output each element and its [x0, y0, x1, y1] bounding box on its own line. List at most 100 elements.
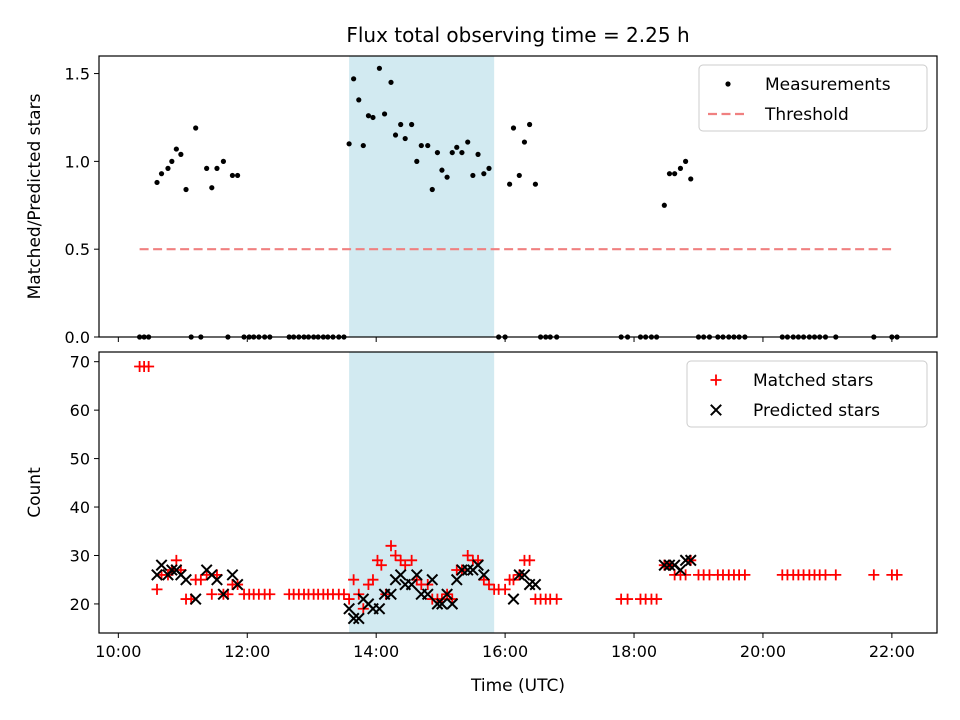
predicted-star-point: [674, 564, 687, 576]
measurement-point: [532, 181, 539, 187]
matched-star-point: [385, 540, 397, 552]
y-tick-label: 60: [70, 401, 90, 420]
predicted-star-point: [518, 568, 531, 581]
measurement-point: [470, 172, 476, 179]
predicted-star-point: [373, 602, 386, 615]
predicted-star-point: [658, 559, 671, 572]
measurement-point: [356, 97, 362, 103]
measurement-point: [402, 135, 408, 142]
count-panel: 20 30 40 50 60 70 10:00 12:00 14:00 16:00 18:00 20:…: [25, 351, 938, 696]
matched-star-point: [170, 554, 182, 566]
predicted-star-point: [431, 598, 444, 610]
predicted-star-point: [394, 568, 407, 581]
measurement-point: [376, 65, 383, 71]
matched-star-point: [390, 549, 402, 561]
matched-star-point: [348, 574, 360, 586]
matched-star-point: [399, 559, 411, 571]
measurement-point: [425, 142, 431, 149]
y-axis-label: Count: [25, 467, 45, 518]
matched-star-point: [524, 554, 536, 566]
measurement-point: [672, 171, 678, 177]
measurement-point: [444, 174, 450, 180]
measurement-point: [677, 165, 684, 171]
measurement-point: [351, 76, 357, 82]
measurement-point: [169, 158, 175, 164]
y-tick-label: 1.0: [65, 152, 90, 171]
y-axis-label: Matched/Predicted stars: [25, 93, 45, 299]
measurement-point: [486, 165, 492, 171]
measurement-point: [666, 171, 673, 177]
matched-star-point: [868, 569, 880, 581]
predicted-star-point: [189, 593, 202, 605]
y-tick-label: 50: [70, 450, 90, 469]
matched-star-point: [462, 549, 474, 561]
predicted-star-point: [343, 602, 356, 615]
predicted-star-point: [226, 568, 239, 581]
matched-star-point: [551, 593, 563, 605]
predicted-star-point: [165, 564, 178, 576]
predicted-star-point: [217, 588, 230, 601]
legend-label: Predicted stars: [753, 401, 880, 421]
matched-star-point: [651, 593, 663, 605]
legend-label: Threshold: [764, 105, 849, 125]
matched-star-point: [507, 574, 519, 586]
measurement-point: [434, 149, 441, 156]
measurement-point: [688, 176, 694, 182]
legend: Measurements Threshold: [698, 64, 928, 132]
predicted-star-point: [347, 612, 360, 625]
legend-label: Matched stars: [753, 371, 873, 391]
x-axis-label: Time (UTC): [470, 676, 565, 696]
figure-title: Flux total observing time = 2.25 h: [346, 23, 689, 47]
x-tick-label: 18:00: [611, 642, 657, 661]
predicted-star-point: [155, 559, 168, 572]
matched-star-point: [338, 588, 350, 600]
measurement-point: [475, 151, 481, 157]
measurement-point: [683, 158, 689, 164]
predicted-star-point: [352, 612, 365, 625]
measurement-point: [465, 139, 471, 145]
measurement-point: [346, 141, 352, 147]
y-tick-label: 70: [70, 353, 90, 372]
legend-measurement-swatch: [725, 81, 731, 87]
predicted-star-point: [450, 573, 463, 586]
measurement-point: [229, 172, 236, 179]
observing-window-band: [349, 56, 495, 337]
predicted-star-point: [426, 573, 439, 586]
x-tick-label: 12:00: [224, 642, 270, 661]
predicted-star-point: [472, 559, 484, 572]
axes-frame: [98, 351, 938, 634]
y-tick-label: 40: [70, 498, 90, 517]
measurement-point: [365, 113, 372, 119]
y-tick-label: 1.5: [65, 65, 90, 84]
measurement-point: [209, 185, 215, 191]
matched-star-point: [367, 574, 379, 586]
measurement-point: [439, 167, 445, 173]
x-tick-label: 22:00: [869, 642, 915, 661]
measurement-point: [516, 172, 522, 179]
matched-star-point: [622, 593, 634, 605]
series-measurements: [137, 65, 900, 340]
y-tick-label: 0.5: [65, 240, 90, 259]
measurement-point: [392, 132, 399, 138]
measurement-point: [370, 114, 376, 121]
predicted-star-point: [461, 564, 474, 576]
legend-predicted-swatch: [710, 404, 722, 416]
matched-star-point: [483, 579, 495, 591]
matched-star-point: [143, 361, 155, 373]
predicted-star-point: [513, 568, 526, 581]
y-tick-label: 30: [70, 546, 90, 565]
measurement-point: [154, 179, 160, 186]
measurement-point: [418, 142, 424, 149]
measurement-point: [459, 149, 465, 156]
measurement-point: [661, 202, 667, 208]
x-tick-label: 16:00: [482, 642, 528, 661]
predicted-star-point: [679, 554, 692, 567]
predicted-star-point: [684, 554, 697, 567]
measurement-point: [360, 142, 366, 149]
legend: Matched stars Predicted stars: [686, 360, 928, 428]
measurement-point: [220, 158, 227, 164]
measurement-point: [381, 111, 388, 117]
measurement-point: [165, 165, 171, 171]
y-tick-label: 20: [70, 595, 90, 614]
